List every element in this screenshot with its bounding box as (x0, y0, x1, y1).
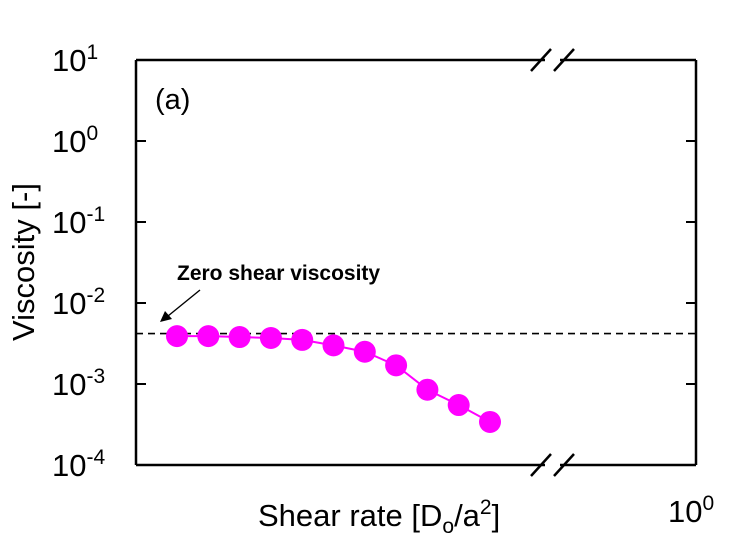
y-tick-label: 10-2 (52, 284, 105, 321)
annotation-arrow (160, 289, 201, 322)
data-point (353, 340, 376, 363)
axis-break-bottom (530, 453, 575, 477)
y-tick-label: 10-1 (52, 203, 105, 240)
annotation-label: Zero shear viscosity (177, 262, 380, 285)
panel-label: (a) (155, 84, 190, 116)
data-point (447, 394, 470, 417)
data-point (479, 410, 501, 433)
data-point (166, 325, 188, 348)
data-point (259, 326, 282, 349)
data-point (322, 334, 345, 357)
data-series (166, 325, 501, 433)
data-point (291, 328, 314, 351)
plot-frame (134, 48, 698, 477)
data-point (385, 354, 408, 377)
y-tick-label: 101 (52, 41, 98, 78)
x-axis-label: Shear rate [Do/a2] (258, 496, 500, 538)
data-point (197, 325, 220, 348)
y-ticks: 101 100 10-1 10-2 10-3 10-4 (52, 41, 696, 483)
data-point (228, 326, 251, 349)
y-tick-label: 10-4 (52, 446, 105, 483)
y-axis-label: Viscosity [-] (6, 183, 41, 341)
y-tick-label: 10-3 (52, 365, 105, 402)
y-tick-label: 100 (52, 122, 98, 159)
axis-break-top (530, 48, 575, 72)
data-point (416, 378, 439, 401)
x-tick-label-right: 100 (668, 492, 714, 529)
